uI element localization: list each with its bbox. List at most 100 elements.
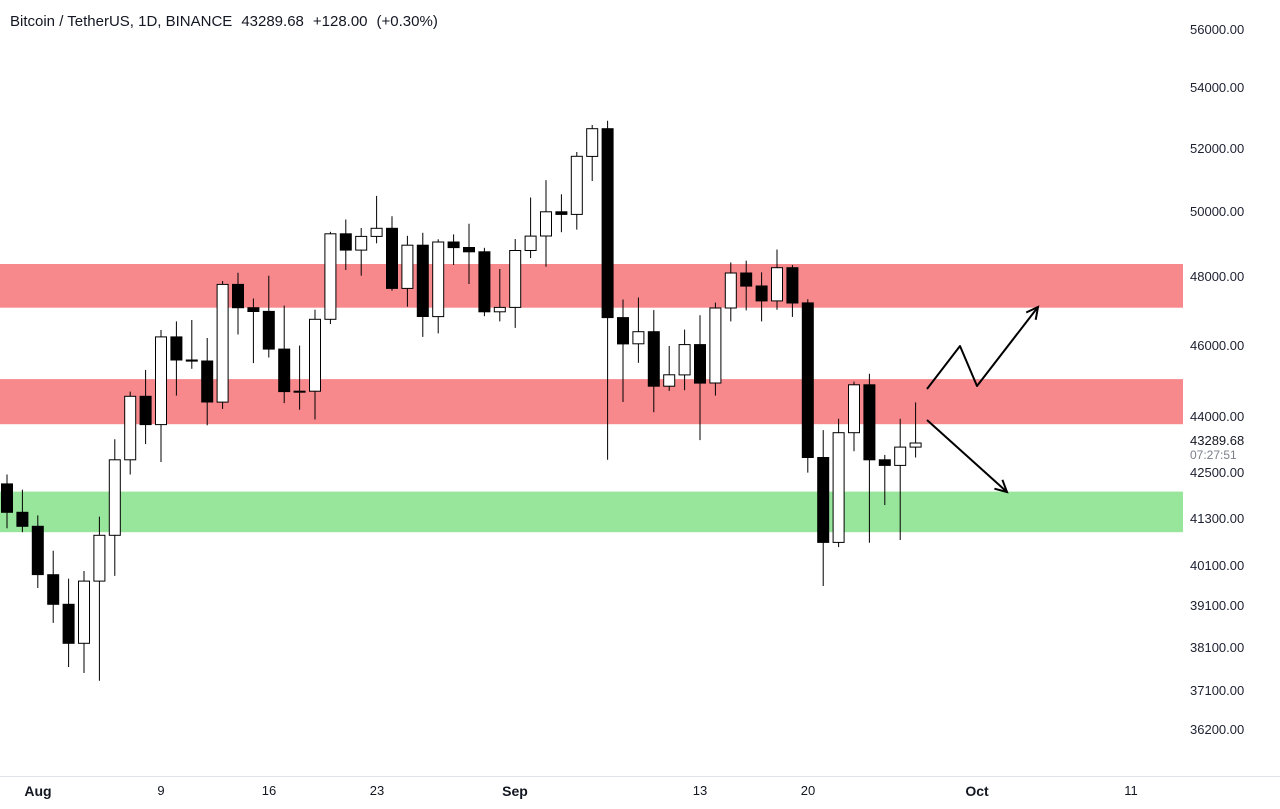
price-axis-label: 37100.00 — [1190, 683, 1245, 698]
current-price-value: 43289.68 — [1190, 433, 1245, 448]
price-axis-label: 48000.00 — [1190, 269, 1245, 284]
candle-body — [324, 233, 337, 320]
candle-sep-11 — [663, 346, 676, 391]
candle-body — [1, 483, 13, 513]
candle-body — [909, 442, 922, 448]
candle-aug-17 — [278, 305, 291, 404]
price-axis[interactable]: 56000.00 54000.00 52000.00 50000.00 48000.00… — [1184, 0, 1280, 776]
candle-body — [878, 459, 891, 466]
candle-body — [540, 211, 552, 237]
candle-sep-21 — [817, 430, 830, 586]
candle-sep-4 — [555, 194, 568, 233]
candle-body — [386, 227, 398, 289]
candle-sep-27 — [909, 402, 922, 458]
candle-body — [524, 235, 537, 252]
candle-body — [232, 283, 244, 309]
time-axis-label-oct: Oct — [965, 783, 989, 799]
candle-sep-25 — [878, 454, 891, 505]
candle-sep-26 — [894, 418, 907, 540]
candle-body — [432, 241, 445, 318]
candle-jul-30 — [1, 474, 13, 529]
countdown-timer: 07:27:51 — [1190, 448, 1237, 462]
candle-body — [108, 459, 121, 536]
candle-sep-12 — [678, 329, 691, 391]
candle-body — [632, 331, 645, 345]
candle-body — [416, 244, 429, 317]
time-axis[interactable]: Aug 9 16 23 Sep 13 20 Oct 11 — [0, 776, 1280, 809]
candle-body — [62, 603, 75, 644]
symbol-info-bar: Bitcoin / TetherUS, 1D, BINANCE 43289.68… — [10, 13, 438, 30]
candle-aug-26 — [416, 232, 429, 337]
price-change: +128.00 — [312, 13, 368, 30]
candle-aug-13 — [216, 281, 229, 409]
candle-aug-27 — [432, 239, 445, 334]
candle-body — [678, 344, 691, 376]
price-axis-label: 50000.00 — [1190, 204, 1245, 219]
candle-aug-16 — [262, 275, 275, 358]
candle-sep-1 — [509, 239, 522, 328]
resistance-zone-mid[interactable] — [0, 379, 1183, 425]
bearish-arrow-drawing-line[interactable] — [926, 419, 1008, 493]
candles-series — [1, 120, 922, 681]
candle-aug-24 — [386, 216, 398, 291]
candle-body — [724, 272, 737, 309]
candle-body — [663, 374, 676, 387]
candle-sep-15 — [724, 262, 737, 322]
candle-body — [185, 359, 198, 362]
candle-body — [93, 534, 106, 582]
candlestick-chart[interactable] — [0, 0, 1280, 776]
candle-aug-31 — [493, 269, 506, 322]
candle-body — [863, 384, 876, 461]
candle-body — [78, 580, 90, 644]
time-axis-label-11: 11 — [1124, 783, 1138, 798]
bullish-arrow-drawing[interactable] — [926, 305, 1040, 390]
bearish-arrow-drawing[interactable] — [926, 419, 1009, 494]
candle-aug-15 — [247, 298, 260, 364]
price-axis-label: 56000.00 — [1190, 22, 1245, 37]
price-axis-label: 36200.00 — [1190, 722, 1245, 737]
candle-aug-28 — [447, 234, 460, 265]
candle-body — [201, 360, 214, 403]
candle-sep-13 — [694, 315, 706, 441]
candle-aug-30 — [478, 247, 491, 317]
candle-aug-9 — [155, 330, 167, 462]
candle-aug-29 — [463, 223, 475, 284]
candle-sep-2 — [524, 197, 537, 259]
arrowhead-icon — [1025, 305, 1040, 320]
candle-aug-2 — [47, 550, 60, 623]
candle-body — [293, 390, 306, 393]
candle-body — [694, 344, 706, 384]
candle-body — [801, 302, 814, 458]
symbol-title[interactable]: Bitcoin / TetherUS, 1D, BINANCE — [10, 13, 233, 30]
candle-aug-14 — [232, 272, 244, 335]
candle-aug-23 — [370, 195, 383, 244]
time-axis-label-aug: Aug — [24, 783, 52, 799]
candle-sep-8 — [617, 299, 629, 402]
time-axis-label-20: 20 — [800, 783, 816, 798]
candle-body — [355, 235, 368, 251]
candle-body — [31, 525, 44, 576]
support-zone[interactable] — [0, 491, 1183, 533]
time-axis-label-9: 9 — [157, 783, 165, 798]
candle-sep-18 — [771, 249, 783, 310]
bullish-arrow-drawing-line[interactable] — [926, 306, 1039, 390]
price-axis-label: 38100.00 — [1190, 640, 1245, 655]
candle-sep-5 — [570, 152, 583, 230]
resistance-zone-upper[interactable] — [0, 264, 1183, 308]
candle-body — [894, 446, 907, 466]
price-change-percent: (+0.30%) — [376, 13, 438, 30]
candle-body — [16, 511, 29, 527]
candle-jul-31 — [16, 489, 29, 533]
candle-aug-19 — [309, 309, 321, 420]
candle-body — [786, 267, 799, 304]
candle-body — [601, 128, 614, 319]
price-axis-label: 52000.00 — [1190, 141, 1245, 156]
candle-body — [771, 267, 783, 302]
candle-body — [278, 348, 291, 393]
candle-sep-24 — [863, 373, 876, 543]
candle-sep-3 — [540, 180, 552, 267]
candle-body — [309, 318, 321, 392]
candle-body — [493, 306, 506, 313]
candle-body — [247, 307, 260, 313]
candle-body — [370, 227, 383, 237]
